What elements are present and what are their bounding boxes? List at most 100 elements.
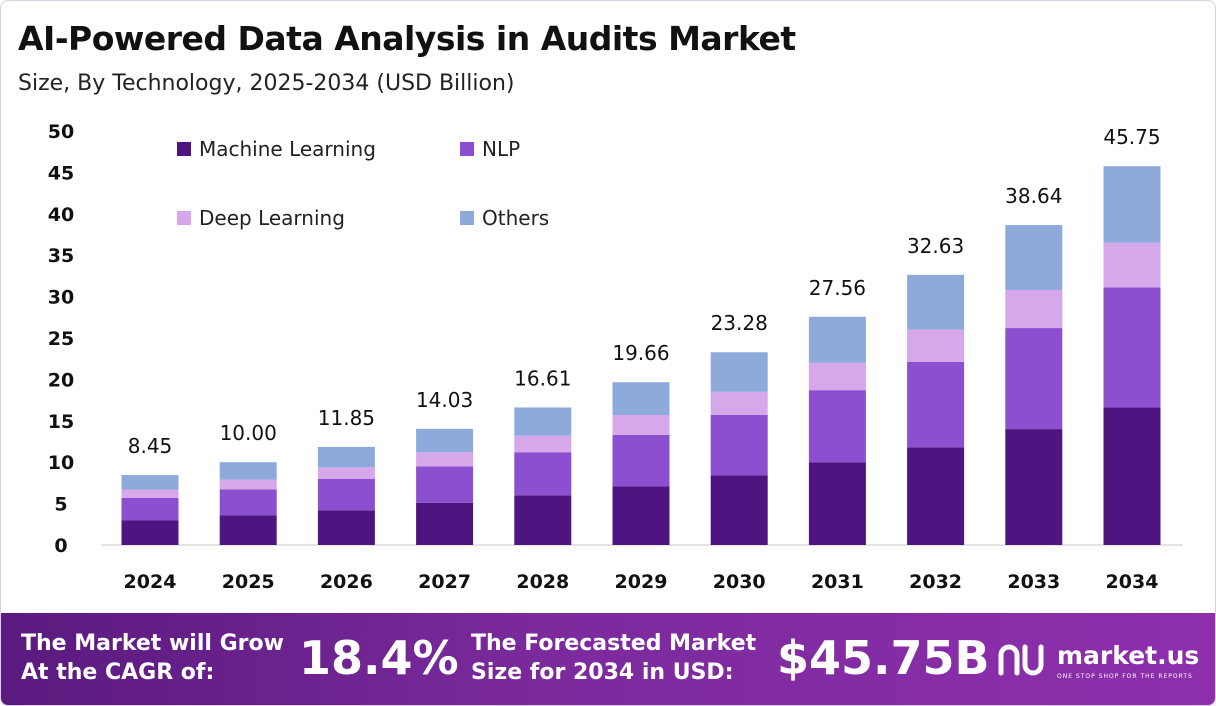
legend-label: Machine Learning xyxy=(199,137,376,161)
bar-segment-others xyxy=(1005,225,1063,290)
y-tick-label: 10 xyxy=(48,452,74,474)
bar-segment-deep-learning xyxy=(416,452,474,467)
cagr-caption: The Market will Grow At the CAGR of: xyxy=(21,629,284,687)
y-tick-label: 35 xyxy=(48,245,74,267)
x-tick-label: 2026 xyxy=(320,571,373,593)
x-tick-label: 2027 xyxy=(418,571,471,593)
bar-segment-deep-learning xyxy=(1005,289,1063,329)
y-tick-label: 50 xyxy=(48,121,74,143)
brand-tagline: ONE STOP SHOP FOR THE REPORTS xyxy=(1057,673,1193,680)
legend-swatch xyxy=(177,142,191,156)
chart-subtitle: Size, By Technology, 2025-2034 (USD Bill… xyxy=(18,71,515,96)
bar-total-label: 10.00 xyxy=(220,421,277,445)
legend-swatch xyxy=(177,211,191,225)
bar-total-label: 19.66 xyxy=(612,341,669,365)
market-us-logo-icon xyxy=(998,644,1044,676)
bar-total-label: 8.45 xyxy=(128,434,173,458)
bar-total-label: 45.75 xyxy=(1103,125,1160,149)
bar-segment-nlp xyxy=(1005,328,1063,430)
bar-segment-deep-learning xyxy=(612,415,670,435)
bar-segment-machine-learning xyxy=(907,447,965,545)
bar-total-label: 11.85 xyxy=(318,406,375,430)
bar-segment-others xyxy=(416,428,474,453)
bar-segment-others xyxy=(710,352,768,392)
bar-segment-machine-learning xyxy=(416,502,474,545)
bar-segment-others xyxy=(121,475,179,490)
x-tick-label: 2028 xyxy=(516,571,569,593)
brand-name: market.us xyxy=(1057,641,1200,670)
bar-total-label: 38.64 xyxy=(1005,184,1062,208)
forecast-caption: The Forecasted Market Size for 2034 in U… xyxy=(471,629,756,687)
bar-segment-others xyxy=(219,462,277,480)
bar-segment-deep-learning xyxy=(514,435,572,453)
legend-label: Others xyxy=(482,206,549,230)
footer-banner: The Market will Grow At the CAGR of: 18.… xyxy=(1,613,1215,705)
bar-segment-nlp xyxy=(416,466,474,503)
bar-segment-others xyxy=(317,446,375,468)
x-tick-label: 2031 xyxy=(811,571,864,593)
y-tick-label: 0 xyxy=(54,535,67,557)
x-tick-label: 2030 xyxy=(713,571,766,593)
bar-total-label: 14.03 xyxy=(416,388,473,412)
y-tick-label: 25 xyxy=(48,328,74,350)
bar-segment-machine-learning xyxy=(317,510,375,545)
bar-segment-nlp xyxy=(317,478,375,511)
y-tick-label: 30 xyxy=(48,287,74,309)
y-tick-label: 5 xyxy=(54,494,67,516)
cagr-caption-line1: The Market will Grow xyxy=(21,631,284,656)
legend-label: NLP xyxy=(482,137,520,161)
bar-segment-nlp xyxy=(907,362,965,448)
cagr-value: 18.4% xyxy=(299,631,459,685)
x-tick-label: 2025 xyxy=(222,571,275,593)
bar-segment-nlp xyxy=(1103,287,1161,408)
y-tick-label: 40 xyxy=(48,204,74,226)
bar-segment-others xyxy=(1103,166,1161,243)
bar-segment-machine-learning xyxy=(1103,407,1161,545)
bar-segment-deep-learning xyxy=(219,479,277,490)
y-tick-label: 45 xyxy=(48,162,74,184)
bar-segment-deep-learning xyxy=(710,391,768,416)
bar-segment-machine-learning xyxy=(710,475,768,545)
forecast-caption-line2: Size for 2034 in USD: xyxy=(471,660,734,685)
bar-segment-nlp xyxy=(710,415,768,476)
bar-segment-others xyxy=(514,407,572,436)
stacked-bar-chart: 051015202530354045508.45202410.00202511.… xyxy=(48,121,1183,593)
bar-segment-deep-learning xyxy=(907,329,965,363)
y-tick-label: 15 xyxy=(48,411,74,433)
bar-segment-deep-learning xyxy=(808,362,866,391)
bar-segment-machine-learning xyxy=(808,462,866,545)
bar-segment-machine-learning xyxy=(612,486,670,545)
bar-total-label: 16.61 xyxy=(514,366,571,390)
chart-title: AI-Powered Data Analysis in Audits Marke… xyxy=(18,19,796,58)
bar-segment-machine-learning xyxy=(514,495,572,545)
bar-segment-machine-learning xyxy=(121,520,179,545)
forecast-value: $45.75B xyxy=(777,631,990,685)
bar-segment-others xyxy=(612,382,670,416)
legend-swatch xyxy=(460,211,474,225)
bar-total-label: 27.56 xyxy=(809,276,866,300)
bar-segment-nlp xyxy=(121,497,179,521)
x-tick-label: 2032 xyxy=(909,571,962,593)
x-tick-label: 2024 xyxy=(124,571,177,593)
legend-swatch xyxy=(460,142,474,156)
bar-segment-nlp xyxy=(612,434,670,487)
bar-segment-nlp xyxy=(514,452,572,496)
bar-segment-deep-learning xyxy=(121,489,179,498)
cagr-caption-line2: At the CAGR of: xyxy=(21,660,215,685)
bar-segment-nlp xyxy=(808,390,866,463)
bar-segment-deep-learning xyxy=(317,467,375,479)
x-tick-label: 2029 xyxy=(615,571,668,593)
y-tick-label: 20 xyxy=(48,369,74,391)
x-tick-label: 2034 xyxy=(1106,571,1159,593)
bar-segment-nlp xyxy=(219,489,277,516)
bar-total-label: 32.63 xyxy=(907,234,964,258)
bar-segment-machine-learning xyxy=(219,515,277,545)
bar-segment-others xyxy=(808,316,866,363)
forecast-caption-line1: The Forecasted Market xyxy=(471,631,757,656)
legend-label: Deep Learning xyxy=(199,206,345,230)
bar-segment-deep-learning xyxy=(1103,242,1161,288)
bar-total-label: 23.28 xyxy=(711,311,768,335)
x-tick-label: 2033 xyxy=(1007,571,1060,593)
bar-segment-others xyxy=(907,274,965,330)
